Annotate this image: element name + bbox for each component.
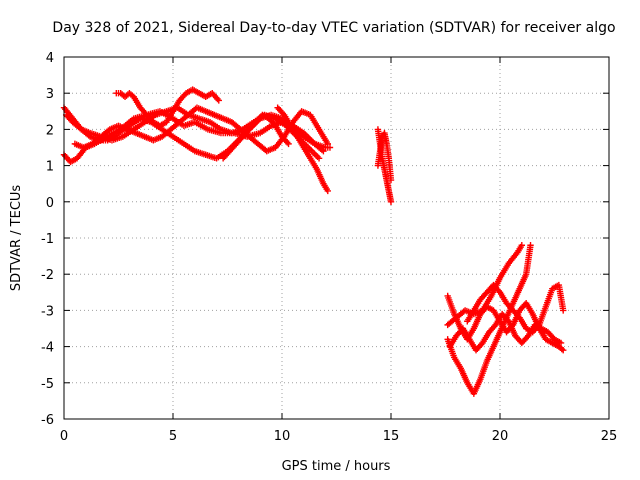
y-tick-label: -2 bbox=[41, 268, 54, 283]
axis-ticks: 0 5 10 15 20 25 -6 -5 -4 -3 -2 -1 0 1 2 3 4 bbox=[41, 51, 617, 444]
x-tick-label: 0 bbox=[60, 429, 68, 444]
x-tick-label: 5 bbox=[169, 429, 177, 444]
chart-title: Day 328 of 2021, Sidereal Day-to-day VTE… bbox=[52, 20, 615, 36]
series-d bbox=[113, 86, 222, 129]
series-k bbox=[444, 242, 534, 397]
y-tick-label: 2 bbox=[46, 123, 54, 138]
y-tick-label: -5 bbox=[41, 377, 54, 392]
data-point bbox=[324, 187, 331, 195]
data-point bbox=[326, 144, 334, 151]
series-l bbox=[444, 242, 525, 329]
data-point bbox=[285, 140, 292, 148]
x-tick-label: 25 bbox=[601, 429, 618, 444]
data-point bbox=[387, 176, 395, 184]
x-tick-label: 10 bbox=[274, 429, 291, 444]
x-axis-label: GPS time / hours bbox=[282, 459, 391, 474]
y-tick-label: 4 bbox=[46, 51, 54, 66]
y-tick-label: 1 bbox=[46, 160, 54, 175]
y-tick-label: -3 bbox=[41, 304, 54, 319]
series-n bbox=[446, 310, 565, 354]
data-point bbox=[320, 147, 327, 155]
data-point bbox=[387, 198, 395, 205]
y-tick-label: -6 bbox=[41, 413, 54, 428]
series-m bbox=[464, 281, 567, 336]
data-point bbox=[518, 242, 525, 249]
data-point bbox=[324, 140, 331, 148]
data-point bbox=[557, 339, 565, 347]
y-tick-label: -4 bbox=[41, 341, 54, 356]
x-tick-label: 15 bbox=[383, 429, 400, 444]
series-g bbox=[219, 111, 292, 162]
data-point bbox=[560, 347, 567, 354]
plot-frame bbox=[63, 56, 610, 420]
data-points bbox=[60, 86, 567, 397]
data-point bbox=[315, 155, 323, 162]
y-tick-label: -1 bbox=[41, 232, 54, 247]
data-point bbox=[560, 307, 567, 314]
y-tick-label: 3 bbox=[46, 87, 54, 102]
x-tick-label: 20 bbox=[492, 429, 509, 444]
series-i bbox=[374, 129, 395, 184]
y-axis-label: SDTVAR / TECUs bbox=[9, 185, 24, 292]
y-tick-label: 0 bbox=[46, 196, 54, 211]
grid bbox=[64, 57, 609, 419]
data-point bbox=[527, 242, 534, 249]
data-point bbox=[215, 97, 222, 104]
series-f bbox=[274, 104, 331, 195]
